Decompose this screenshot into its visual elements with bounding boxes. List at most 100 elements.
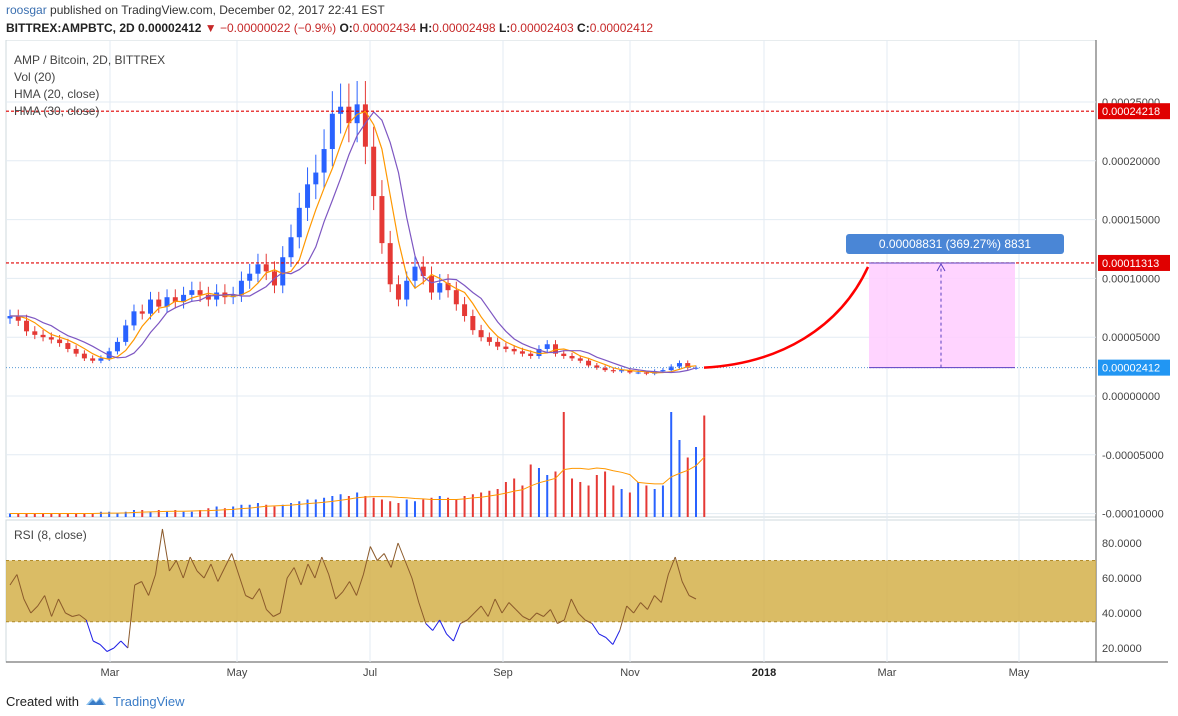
rsi-segment [667,556,676,575]
rsi-segment [591,623,600,635]
rsi-segment [501,602,510,614]
volume-bar [356,492,359,517]
candle-body [453,290,459,305]
candle-body [123,325,129,342]
legend-vol[interactable]: Vol (20) [14,70,56,84]
volume-bar [174,510,177,517]
volume-bar [323,497,326,517]
volume-bar [215,506,218,517]
projection-curve [703,266,870,369]
volume-bar [25,513,28,517]
x-tick-label: Nov [620,667,640,679]
rsi-segment [72,614,80,617]
published-text: published on TradingView.com, December 0… [50,3,385,17]
rsi-segment [335,591,343,600]
volume-bar [17,513,20,517]
chart-canvas[interactable]: Mar May Jul Sep Nov 2018 Mar May0.000250000.000… [0,40,1178,690]
volume-bar [66,513,69,517]
rsi-segment [529,612,537,621]
candle-body [429,276,435,293]
rsi-segment [349,581,357,596]
rsi-segment [37,595,46,607]
y-tick-label: 0.00015000 [1102,215,1160,227]
volume-bar [290,503,293,517]
candle-body [65,343,71,349]
footer-brand-link[interactable]: TradingView [112,693,185,709]
measure-range-box [869,262,1015,368]
candle-body [594,365,600,368]
volume-bar [182,511,185,517]
x-tick-label: Mar [878,667,897,679]
candle-body [164,297,170,307]
candle-body [445,283,451,291]
volume-bar [430,497,433,517]
rsi-segment [432,619,441,631]
rsi-segment [127,584,136,649]
rsi-segment [189,556,198,572]
rsi-segment [508,602,517,610]
volume-bar [595,475,598,517]
legend-rsi[interactable]: RSI (8, close) [14,528,87,542]
candle-body [15,316,21,321]
volume-bar [314,499,317,517]
measure-arrow-head [936,262,946,272]
volume-bar [645,485,648,517]
volume-bar [75,513,78,517]
rsi-segment [404,560,413,579]
candle-body [486,337,492,342]
volume-bar [50,513,53,517]
rsi-tick-label: 20.0000 [1102,643,1142,655]
volume-bar [273,506,276,517]
candle-body [619,370,625,372]
author-link[interactable]: roosgar [6,3,47,17]
candle-body [255,264,261,274]
rsi-segment [550,609,558,624]
candle-body [288,237,294,258]
volume-bar [546,475,549,517]
candle-body [544,344,550,349]
rsi-segment [168,560,177,572]
legend-hma30[interactable]: HMA (30, close) [14,104,100,118]
candle-body [503,346,509,349]
candle-body [98,358,104,361]
candle-body [528,353,534,357]
candle-body [362,104,368,147]
candle-body [519,351,525,354]
rsi-segment [390,542,399,568]
rsi-segment [120,640,129,649]
volume-bar [265,504,268,517]
x-tick-label: Jul [363,667,377,679]
candle-body [156,299,162,307]
rsi-segment [148,574,156,596]
candle-body [495,341,501,347]
rsi-segment [300,563,309,586]
candle-body [371,146,377,197]
last-price-tag [1098,359,1170,376]
legend-hma20[interactable]: HMA (20, close) [14,87,100,101]
volume-bar [364,496,367,517]
volume-bar [620,489,623,517]
x-tick-label: 2018 [752,667,776,679]
volume-bar [199,510,202,517]
volume-bar [240,504,243,517]
candle-body [478,330,484,338]
rsi-segment [612,630,621,645]
candle-body [561,353,567,357]
candle-body [610,370,616,372]
candle-body [437,283,443,293]
high-label: H: [419,21,433,35]
legend-pair[interactable]: AMP / Bitcoin, 2D, BITTREX [14,53,166,67]
candle-body [329,113,335,150]
close-value: 0.00002412 [589,21,654,35]
rsi-segment [342,581,350,593]
volume-bar [347,496,350,517]
volume-bar [695,447,697,517]
candle-body [131,311,137,326]
candle-body [635,372,641,374]
candle-body [197,290,203,295]
rsi-segment [494,598,503,614]
volume-bar [604,471,607,517]
volume-bar [661,485,664,517]
rsi-segment [446,633,454,642]
rsi-segment [78,614,87,621]
